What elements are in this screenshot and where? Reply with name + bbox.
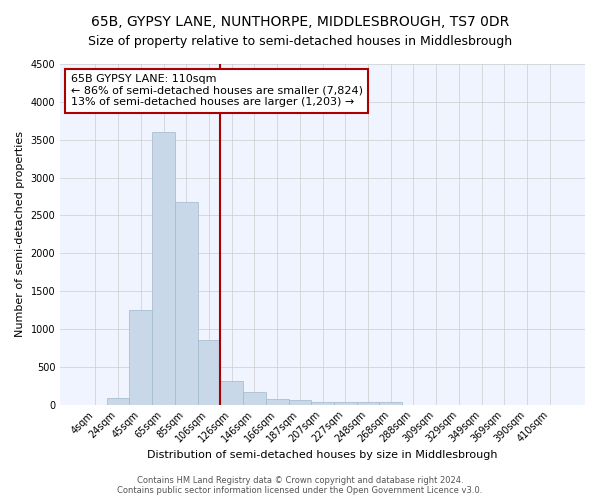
Bar <box>220 381 243 404</box>
Bar <box>379 402 402 404</box>
Bar <box>311 402 334 404</box>
Bar <box>175 202 197 404</box>
Text: Size of property relative to semi-detached houses in Middlesbrough: Size of property relative to semi-detach… <box>88 35 512 48</box>
Bar <box>334 402 356 404</box>
Bar <box>289 400 311 404</box>
Bar <box>243 392 266 404</box>
Text: 65B, GYPSY LANE, NUNTHORPE, MIDDLESBROUGH, TS7 0DR: 65B, GYPSY LANE, NUNTHORPE, MIDDLESBROUG… <box>91 15 509 29</box>
Bar <box>152 132 175 404</box>
X-axis label: Distribution of semi-detached houses by size in Middlesbrough: Distribution of semi-detached houses by … <box>148 450 498 460</box>
Bar <box>356 402 379 404</box>
Text: Contains HM Land Registry data © Crown copyright and database right 2024.
Contai: Contains HM Land Registry data © Crown c… <box>118 476 482 495</box>
Bar <box>107 398 130 404</box>
Bar <box>197 340 220 404</box>
Bar <box>266 398 289 404</box>
Bar <box>130 310 152 404</box>
Text: 65B GYPSY LANE: 110sqm
← 86% of semi-detached houses are smaller (7,824)
13% of : 65B GYPSY LANE: 110sqm ← 86% of semi-det… <box>71 74 362 108</box>
Y-axis label: Number of semi-detached properties: Number of semi-detached properties <box>15 132 25 338</box>
